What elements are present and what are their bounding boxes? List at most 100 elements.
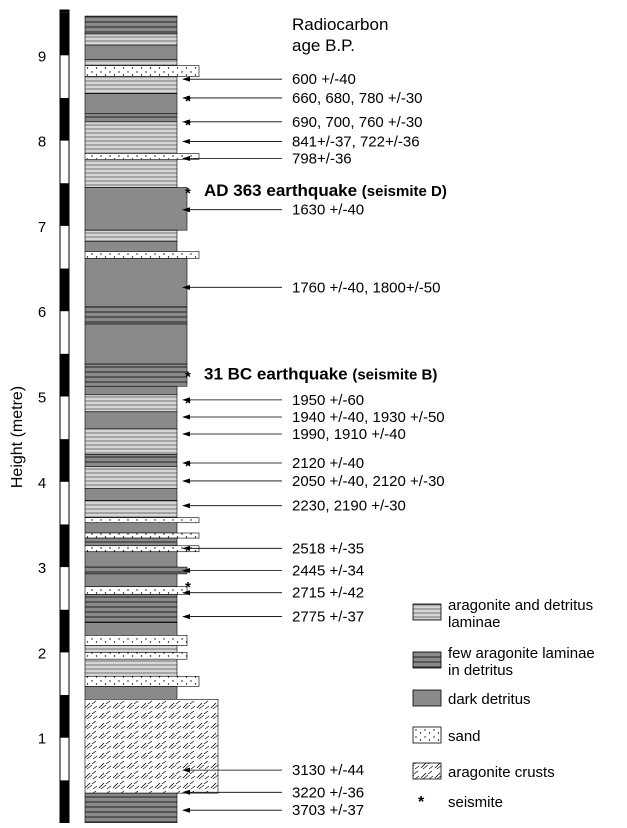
y-tick-label: 7: [38, 219, 46, 236]
arrow-head: [182, 460, 190, 466]
few-laminae-layer: [84, 566, 188, 575]
sand-layer: [84, 251, 200, 259]
earthquake-name: AD 363 earthquake: [204, 181, 362, 200]
axis-segment: [60, 353, 69, 397]
age-label: 1990, 1910 +/-40: [292, 426, 406, 443]
radiocarbon-ages: 600 +/-40 660, 680, 780 +/-30 690, 700, 76…: [182, 71, 445, 819]
legend-label: few aragonite laminae: [448, 645, 595, 662]
laminae-layer: [84, 394, 178, 413]
height-axis: Height (metre) 9 8 7 6 5 4 3 2 1: [9, 9, 70, 824]
seismite-tag: (seismite B): [352, 366, 437, 383]
axis-segment: [60, 183, 69, 226]
y-tick-label: 3: [38, 560, 46, 577]
detritus-layer: [84, 240, 178, 252]
detritus-layer: [84, 488, 178, 501]
age-label: 1940 +/-40, 1930 +/-50: [292, 409, 445, 426]
few-laminae-layer: [84, 537, 178, 547]
detritus-layer: [84, 622, 178, 636]
age-label: 2775 +/-37: [292, 609, 364, 626]
age-label: 2230, 2190 +/-30: [292, 498, 406, 515]
age-label: 3220 +/-36: [292, 784, 364, 801]
age-label: 600 +/-40: [292, 71, 356, 88]
age-label: 1950 +/-60: [292, 392, 364, 409]
y-tick-label: 2: [38, 645, 46, 662]
age-label: 3130 +/-44: [292, 762, 364, 779]
age-label: 2518 +/-35: [292, 540, 364, 557]
earthquake-label: 31 BC earthquake (seismite B): [204, 364, 437, 383]
age-label: 798+/-36: [292, 151, 352, 168]
legend-swatch-laminae: [412, 603, 442, 621]
detritus-layer: [84, 573, 178, 588]
age-label: 841+/-37, 722+/-36: [292, 133, 420, 150]
arrow-head: [182, 397, 190, 403]
detritus-layer: [84, 44, 178, 60]
few-laminae-layer: [84, 363, 188, 387]
axis-segment: [60, 268, 69, 312]
arrow-head: [182, 807, 190, 813]
y-tick-label: 1: [38, 731, 46, 748]
laminae-layer: [84, 159, 178, 188]
few-laminae-layer: [84, 594, 178, 623]
age-label: 3703 +/-37: [292, 802, 364, 819]
sand-layer: [84, 675, 200, 687]
few-laminae-layer: [84, 15, 178, 35]
y-tick-label: 8: [38, 134, 46, 151]
age-label: 660, 680, 780 +/-30: [292, 90, 423, 107]
laminae-layer: [84, 229, 178, 242]
sand-layer: [84, 635, 188, 646]
arrow-head: [182, 76, 190, 82]
axis-segment: [60, 10, 69, 13]
header-radiocarbon: Radiocarbon: [292, 15, 388, 34]
detritus-layer: [84, 551, 178, 568]
sand-layer: [84, 532, 200, 539]
axis-segment: [60, 609, 69, 653]
age-label: 2445 +/-34: [292, 563, 364, 580]
sand-layer: [84, 153, 200, 160]
seismite-star: *: [185, 458, 191, 475]
laminae-layer: [84, 658, 178, 677]
sand-layer: [84, 65, 200, 77]
seismite-star: *: [185, 117, 191, 134]
laminae-layer: [84, 33, 178, 46]
legend-label-line2: laminae: [448, 614, 501, 631]
axis-segment: [60, 439, 69, 482]
arrow-head: [182, 767, 190, 773]
legend-swatch-detritus: [412, 689, 442, 707]
detritus-layer: [84, 522, 178, 534]
age-label: 2715 +/-42: [292, 585, 364, 602]
arrow-head: [182, 207, 190, 213]
detritus-layer: [84, 686, 178, 700]
sand-layer: [84, 517, 200, 524]
age-label: 1760 +/-40, 1800+/-50: [292, 279, 440, 296]
legend-swatch-crusts: [412, 762, 442, 780]
seismite-star: *: [185, 368, 191, 385]
detritus-layer: [84, 93, 178, 114]
age-label: 2050 +/-40, 2120 +/-30: [292, 473, 445, 490]
header-age-bp: age B.P.: [292, 36, 355, 55]
earthquake-markers: * AD 363 earthquake (seismite D) * 31 BC ea…: [185, 181, 447, 385]
legend-label: aragonite and detritus: [448, 597, 593, 614]
legend-label: aragonite crusts: [448, 764, 555, 781]
detritus-layer: [84, 187, 188, 231]
laminae-layer: [84, 500, 178, 518]
y-tick-label: 6: [38, 304, 46, 321]
sediment-column: [84, 15, 219, 824]
crust-layer: [84, 699, 219, 794]
axis-segment: [60, 12, 69, 56]
laminae-layer: [84, 76, 178, 94]
laminae-layer: [84, 59, 178, 66]
legend-label: seismite: [448, 794, 503, 811]
arrow-head: [182, 138, 190, 144]
y-tick-label: 5: [38, 390, 46, 407]
arrow-head: [182, 503, 190, 509]
earthquake-label: AD 363 earthquake (seismite D): [204, 181, 447, 200]
laminae-layer: [84, 121, 178, 154]
axis-segment: [60, 695, 69, 738]
sand-layer: [84, 652, 188, 660]
arrow-head: [182, 95, 190, 101]
arrow-head: [182, 590, 190, 596]
axis-segment: [60, 97, 69, 141]
age-label: 1630 +/-40: [292, 202, 364, 219]
